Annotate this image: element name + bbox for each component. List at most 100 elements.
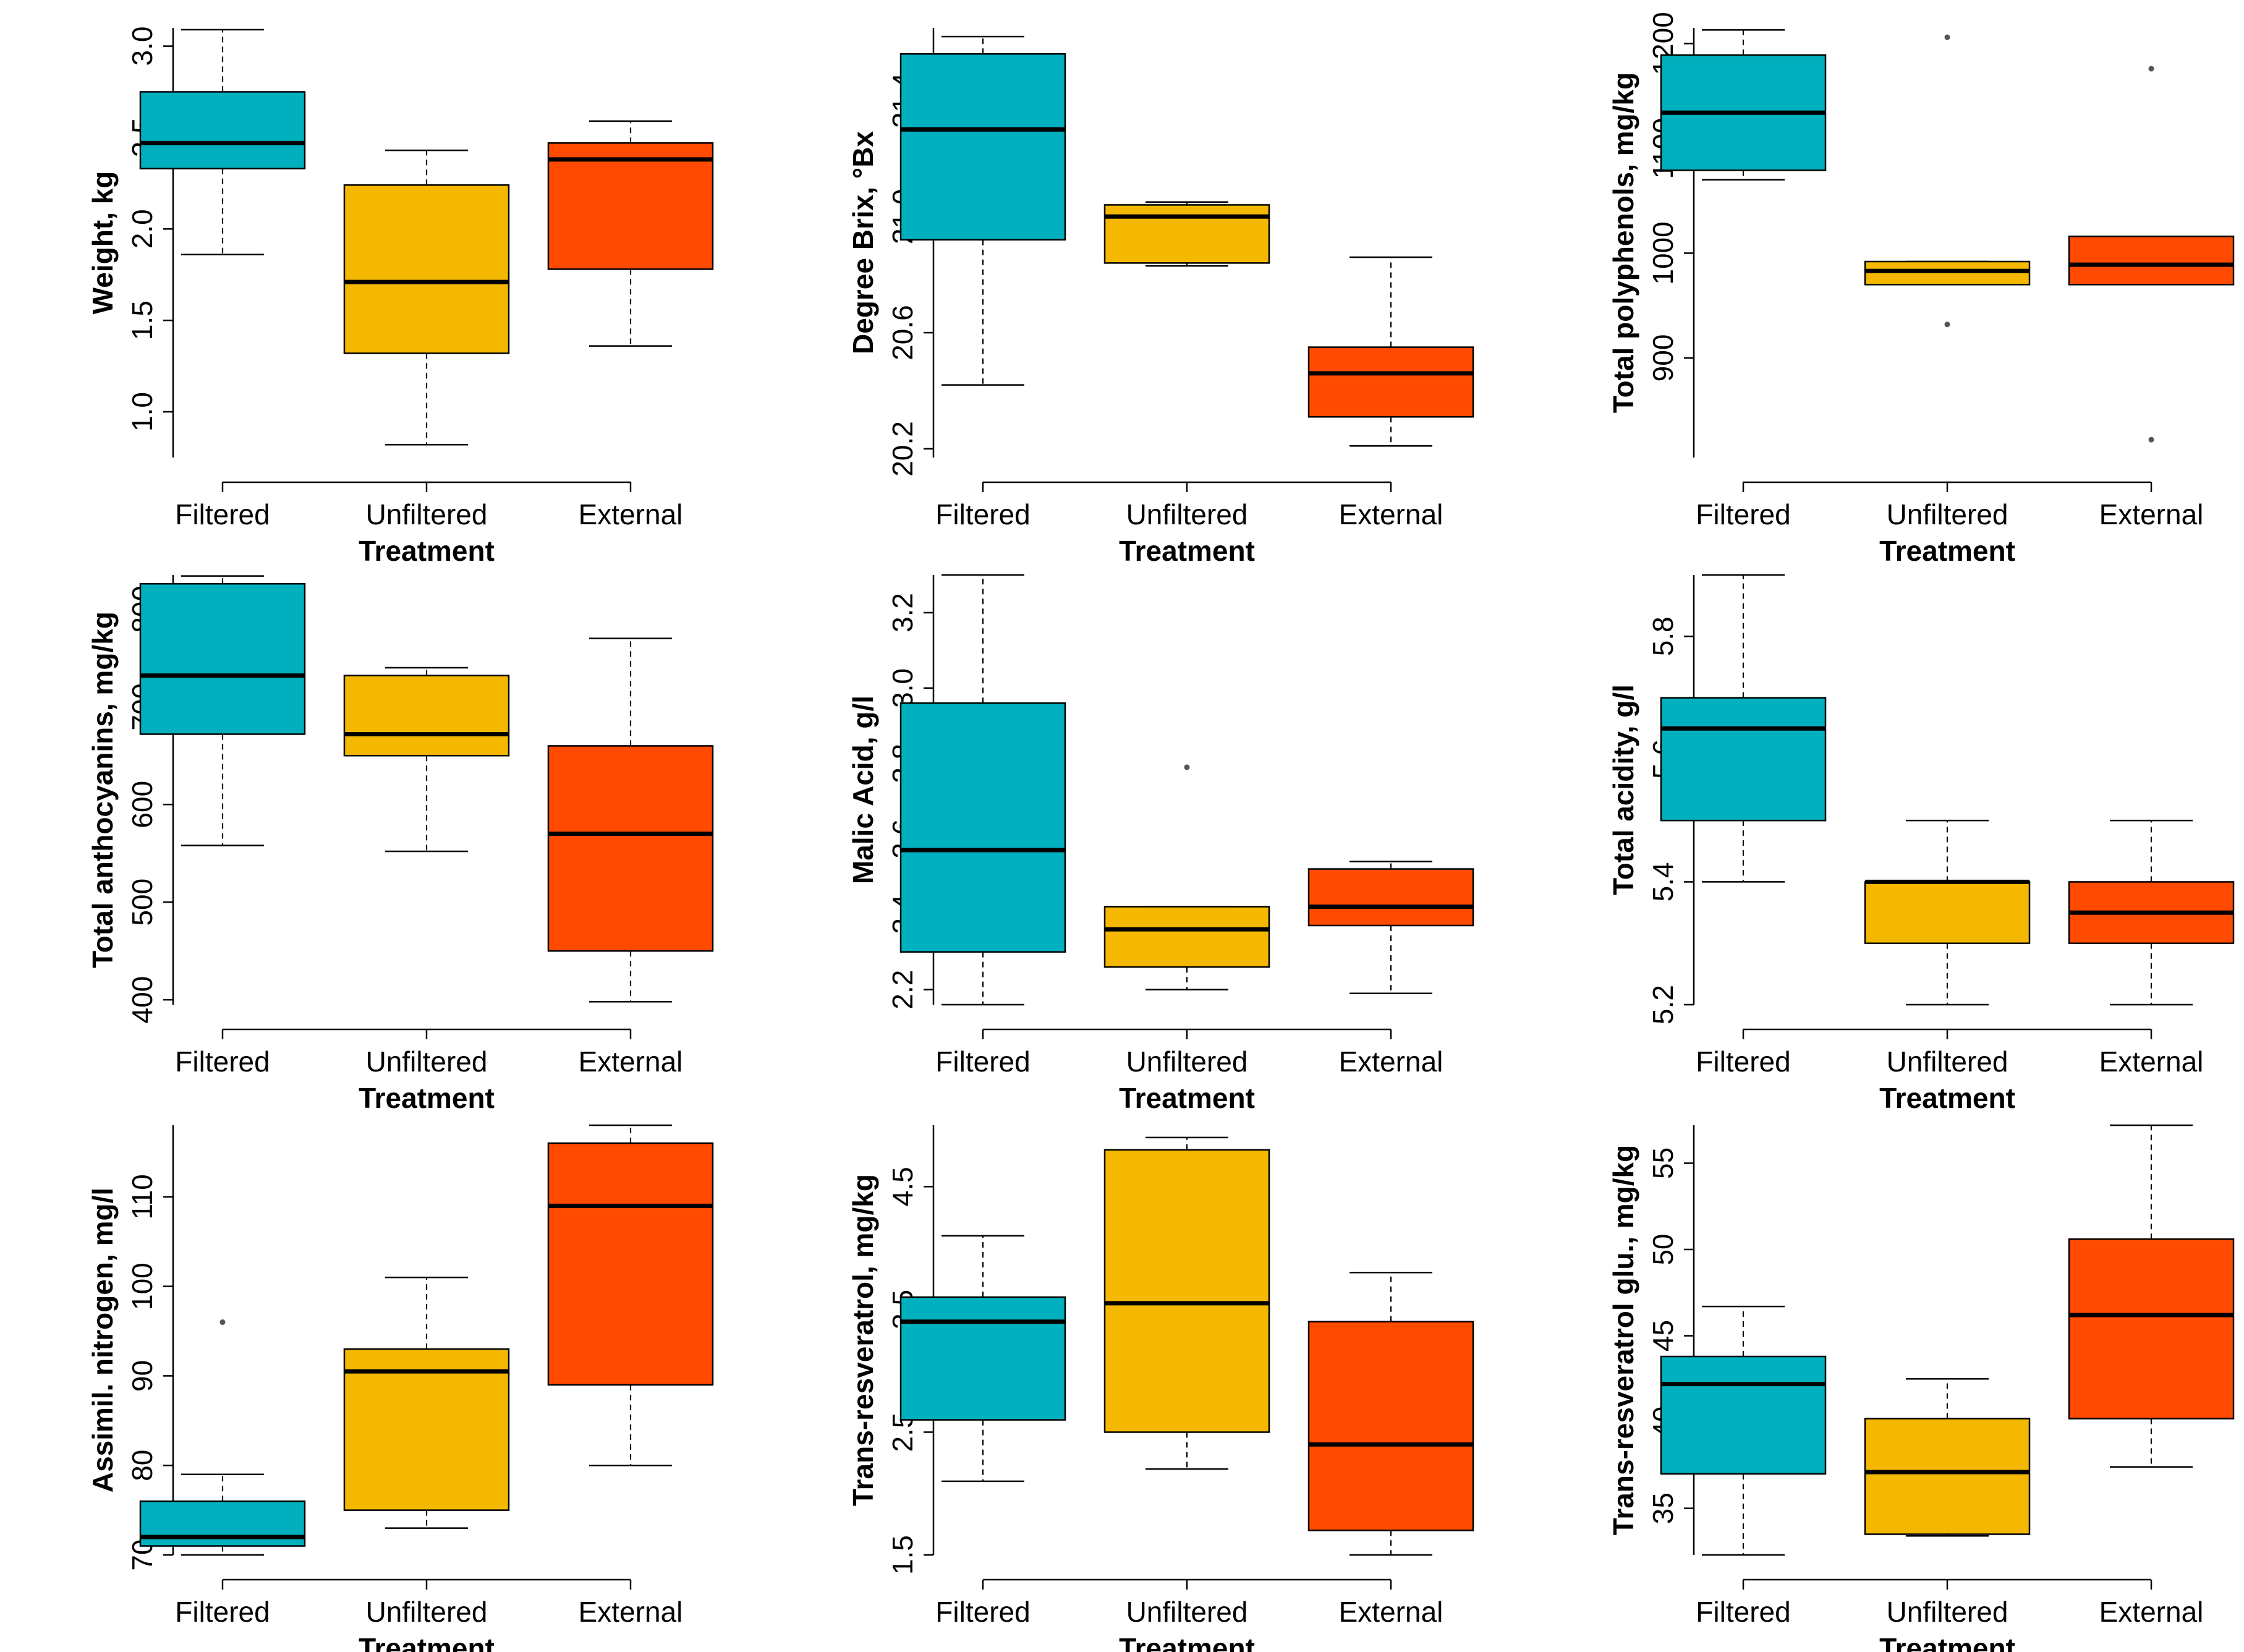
box-filtered [1660, 1355, 1827, 1475]
category-label-filtered: Filtered [175, 498, 270, 530]
y-tick-label: 3.0 [886, 668, 919, 708]
y-tick-label: 80 [126, 1450, 158, 1481]
x-axis-title: Treatment [359, 1632, 495, 1652]
y-axis-title: Total polyphenols, mg/kg [1607, 72, 1639, 413]
y-axis-title: Degree Brix, °Bx [847, 131, 879, 354]
category-label-unfiltered: Unfiltered [1887, 1045, 2008, 1078]
panel-total-anthocyanins: Total anthocyanins, mg/kg Treatment Filt… [87, 575, 714, 1114]
category-label-external: External [2099, 1045, 2204, 1078]
box-unfiltered [1103, 1149, 1270, 1433]
y-tick-label: 100 [126, 1262, 158, 1310]
y-axis-title: Total anthocyanins, mg/kg [87, 611, 119, 968]
category-label-filtered: Filtered [1696, 1045, 1790, 1078]
panel-total-acidity: Total acidity, g/l Treatment Filtered Un… [1607, 574, 2235, 1114]
box-unfiltered [1103, 204, 1270, 264]
y-tick-label: 1.0 [126, 392, 158, 432]
category-label-external: External [2099, 1596, 2204, 1628]
box-unfiltered [1864, 1418, 2031, 1535]
category-label-filtered: Filtered [1696, 498, 1790, 530]
box-filtered [899, 1296, 1066, 1421]
y-tick-label: 110 [126, 1174, 158, 1219]
y-tick-label: 500 [126, 879, 158, 926]
box-filtered [139, 91, 306, 169]
y-tick-label: 20.2 [886, 421, 919, 477]
box-filtered [139, 1500, 306, 1547]
category-label-external: External [579, 498, 683, 530]
y-tick-label: 2.0 [126, 209, 158, 249]
y-axis-title: Weight, kg [87, 171, 119, 315]
category-label-filtered: Filtered [935, 1045, 1030, 1078]
box-external [1307, 346, 1474, 418]
y-tick-label: 5.8 [1647, 616, 1679, 656]
panel-trans-resveratrol: Trans-resveratrol, mg/kg Treatment Filte… [847, 1125, 1474, 1652]
box-filtered [899, 702, 1066, 953]
y-axis-title: Total acidity, g/l [1607, 684, 1639, 895]
panel-assimil-nitrogen: Assimil. nitrogen, mg/l Treatment Filter… [87, 1124, 714, 1652]
category-label-filtered: Filtered [175, 1045, 270, 1078]
y-tick-label: 20.6 [886, 305, 919, 360]
box-external [547, 745, 714, 952]
box-unfiltered [343, 184, 510, 354]
y-axis-title: Trans-resveratrol, mg/kg [847, 1174, 879, 1506]
outlier-point [2148, 436, 2154, 443]
category-label-external: External [579, 1045, 683, 1078]
x-axis-title: Treatment [359, 1082, 495, 1114]
category-label-unfiltered: Unfiltered [1126, 498, 1248, 530]
y-tick-label: 600 [126, 781, 158, 828]
outlier-point [1184, 764, 1190, 770]
y-tick-label: 5.2 [1647, 985, 1679, 1024]
y-tick-label: 3.0 [126, 27, 158, 66]
category-label-unfiltered: Unfiltered [1126, 1045, 1248, 1078]
y-axis-title: Malic Acid, g/l [847, 696, 879, 884]
y-tick-label: 1.5 [126, 300, 158, 340]
category-label-unfiltered: Unfiltered [1887, 1596, 2008, 1628]
x-axis-title: Treatment [1879, 1632, 2015, 1652]
outlier-point [1944, 321, 1950, 328]
y-axis-title: Assimil. nitrogen, mg/l [87, 1188, 119, 1492]
box-unfiltered [343, 675, 510, 757]
panel-degree-brix: Degree Brix, °Bx Treatment Filtered Unfi… [847, 28, 1474, 567]
category-label-filtered: Filtered [1696, 1596, 1790, 1628]
box-unfiltered [1103, 906, 1270, 968]
panel-trans-resveratrol-glu: Trans-resveratrol glu., mg/kg Treatment … [1607, 1124, 2235, 1652]
category-label-external: External [1339, 498, 1443, 530]
y-tick-label: 90 [126, 1360, 158, 1392]
box-filtered [139, 582, 306, 735]
y-tick-label: 3.2 [886, 593, 919, 632]
box-external [2068, 236, 2235, 286]
y-tick-label: 35 [1647, 1492, 1679, 1524]
y-tick-label: 400 [126, 976, 158, 1024]
panel-total-polyphenols: Total polyphenols, mg/kg Treatment Filte… [1607, 12, 2235, 567]
category-label-filtered: Filtered [935, 498, 1030, 530]
y-tick-label: 45 [1647, 1320, 1679, 1352]
box-filtered [1660, 697, 1827, 822]
x-axis-title: Treatment [1879, 535, 2015, 567]
panel-weight: Weight, kg Treatment Filtered Unfiltered… [87, 27, 714, 567]
category-label-external: External [579, 1596, 683, 1628]
outlier-point [219, 1319, 226, 1326]
box-filtered [899, 53, 1066, 241]
category-label-external: External [1339, 1596, 1443, 1628]
x-axis-title: Treatment [1879, 1082, 2015, 1114]
y-tick-label: 1.5 [886, 1535, 919, 1575]
x-axis-title: Treatment [1119, 1082, 1255, 1114]
category-label-unfiltered: Unfiltered [366, 498, 488, 530]
outlier-point [1944, 34, 1950, 40]
y-tick-label: 50 [1647, 1233, 1679, 1265]
y-tick-label: 55 [1647, 1147, 1679, 1179]
x-axis-title: Treatment [1119, 535, 1255, 567]
category-label-external: External [2099, 498, 2204, 530]
x-axis-title: Treatment [1119, 1632, 1255, 1652]
y-axis-title: Trans-resveratrol glu., mg/kg [1607, 1145, 1639, 1535]
y-tick-label: 5.4 [1647, 862, 1679, 901]
y-tick-label: 2.2 [886, 970, 919, 1010]
box-external [1307, 868, 1474, 927]
category-label-unfiltered: Unfiltered [1887, 498, 2008, 530]
box-unfiltered [343, 1348, 510, 1511]
outlier-point [2148, 66, 2154, 72]
category-label-external: External [1339, 1045, 1443, 1078]
category-label-unfiltered: Unfiltered [1126, 1596, 1248, 1628]
box-external [547, 1142, 714, 1386]
box-external [2068, 1238, 2235, 1420]
